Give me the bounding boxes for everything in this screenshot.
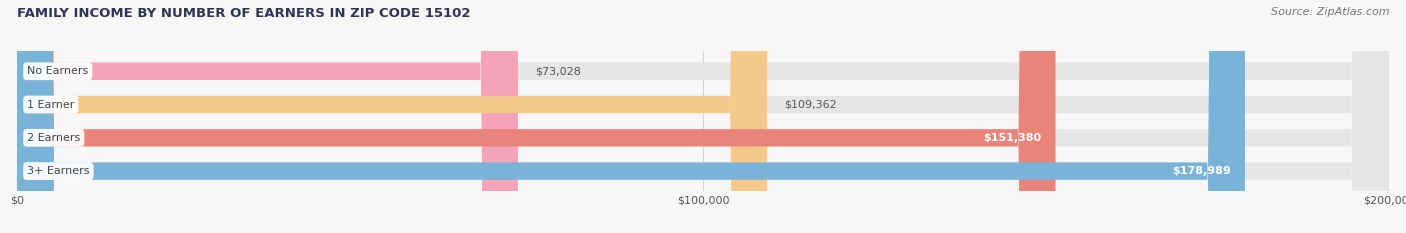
Text: 2 Earners: 2 Earners: [27, 133, 80, 143]
Text: $178,989: $178,989: [1173, 166, 1232, 176]
Text: 1 Earner: 1 Earner: [27, 99, 75, 110]
Text: $109,362: $109,362: [785, 99, 837, 110]
Text: FAMILY INCOME BY NUMBER OF EARNERS IN ZIP CODE 15102: FAMILY INCOME BY NUMBER OF EARNERS IN ZI…: [17, 7, 471, 20]
FancyBboxPatch shape: [17, 0, 1056, 233]
FancyBboxPatch shape: [17, 0, 1389, 233]
FancyBboxPatch shape: [17, 0, 517, 233]
Text: No Earners: No Earners: [27, 66, 89, 76]
FancyBboxPatch shape: [17, 0, 1244, 233]
Text: Source: ZipAtlas.com: Source: ZipAtlas.com: [1271, 7, 1389, 17]
FancyBboxPatch shape: [17, 0, 1389, 233]
Text: $73,028: $73,028: [536, 66, 581, 76]
Text: $151,380: $151,380: [984, 133, 1042, 143]
Text: 3+ Earners: 3+ Earners: [27, 166, 90, 176]
FancyBboxPatch shape: [17, 0, 768, 233]
FancyBboxPatch shape: [17, 0, 1389, 233]
FancyBboxPatch shape: [17, 0, 1389, 233]
